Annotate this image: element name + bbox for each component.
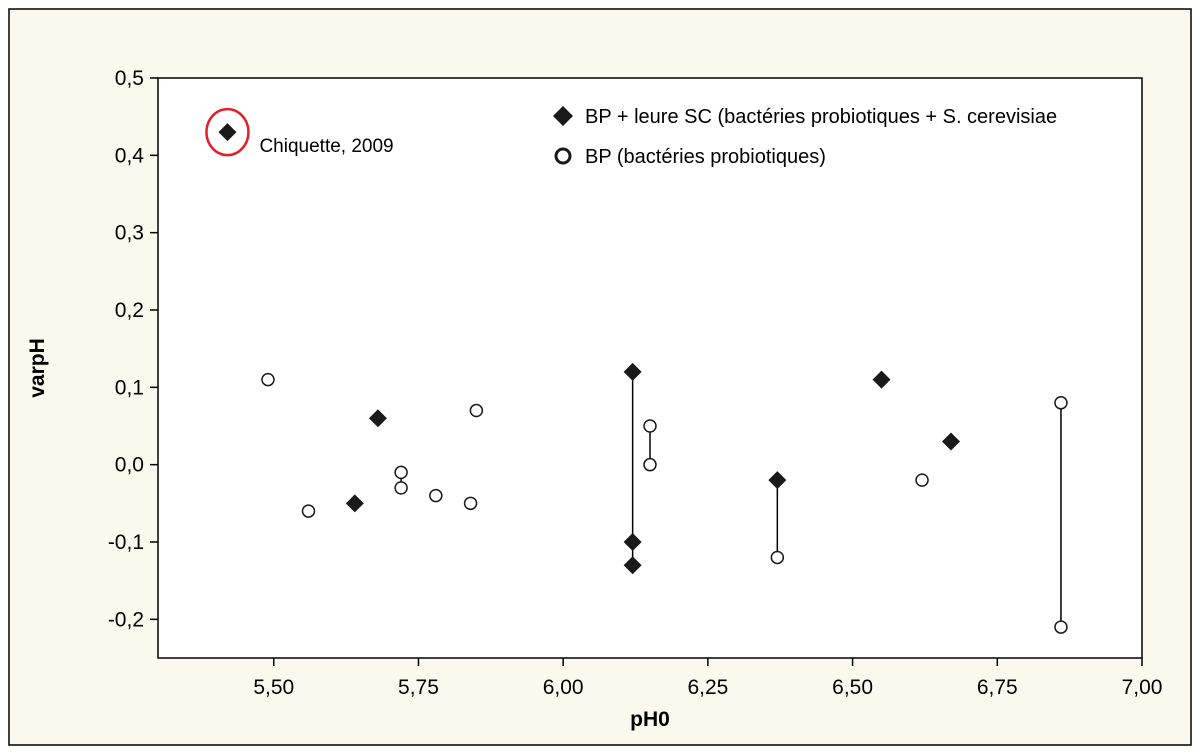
diamond-point	[623, 556, 642, 575]
y-tick-label: 0,0	[115, 454, 144, 477]
diamond-point	[345, 494, 364, 513]
diamond-point	[768, 471, 787, 490]
y-tick-label: 0,4	[115, 144, 145, 167]
circle-point	[394, 481, 408, 495]
diamond-point	[623, 362, 642, 381]
circle-point	[463, 496, 478, 511]
y-tick-label: 0,1	[115, 376, 144, 399]
legend-circle-icon	[554, 147, 572, 165]
x-tick-label: 6,50	[832, 676, 873, 699]
x-tick-label: 7,00	[1122, 676, 1163, 699]
legend-label: BP + leure SC (bactéries probiotiques + …	[585, 106, 1057, 128]
circle-point	[469, 403, 484, 418]
diamond-point	[941, 432, 960, 451]
x-tick-label: 6,75	[977, 676, 1018, 699]
legend-label: BP (bactéries probiotiques)	[585, 146, 826, 168]
circle-point	[301, 504, 316, 518]
y-tick-label: 0,2	[115, 299, 144, 322]
x-tick-label: 5,50	[253, 676, 294, 699]
axes: 5,50 5,75 6,00 6,25 6,50 6,75 7,00 -0,2 -0,1 0,0 0…	[108, 67, 1163, 699]
legend: BP + leure SC (bactéries probiotiques + …	[553, 106, 1057, 168]
annotations: Chiquette, 2009	[205, 107, 394, 157]
x-tick-label: 6,25	[687, 676, 728, 699]
x-axis-label: pH0	[630, 708, 670, 731]
circle-point	[643, 457, 657, 472]
circle-point	[1054, 396, 1068, 410]
y-tick-label: 0,3	[115, 222, 144, 245]
diamond-point	[368, 409, 387, 428]
circle-point	[1054, 620, 1068, 634]
y-tick-label: -0,1	[108, 531, 144, 554]
diamond-point	[872, 370, 891, 389]
x-tick-label: 6,00	[543, 676, 584, 699]
circle-point	[394, 465, 408, 480]
circle-point	[429, 488, 443, 503]
plot-area	[157, 77, 1143, 659]
diamond-point	[218, 123, 237, 142]
y-tick-label: 0,5	[115, 67, 144, 90]
circle-point	[643, 419, 657, 433]
circle-point	[770, 550, 785, 565]
circle-point	[915, 473, 929, 487]
circle-point	[261, 372, 275, 387]
y-tick-label: -0,2	[108, 608, 144, 631]
annotation-label: Chiquette, 2009	[259, 136, 393, 157]
diamond-point	[623, 533, 642, 551]
legend-diamond-icon	[553, 106, 573, 126]
highlight-ring	[205, 107, 250, 157]
x-tick-label: 5,75	[398, 676, 439, 699]
y-axis-label: varpH	[26, 338, 49, 398]
data-points	[218, 123, 1068, 634]
connector-lines	[400, 371, 1062, 628]
